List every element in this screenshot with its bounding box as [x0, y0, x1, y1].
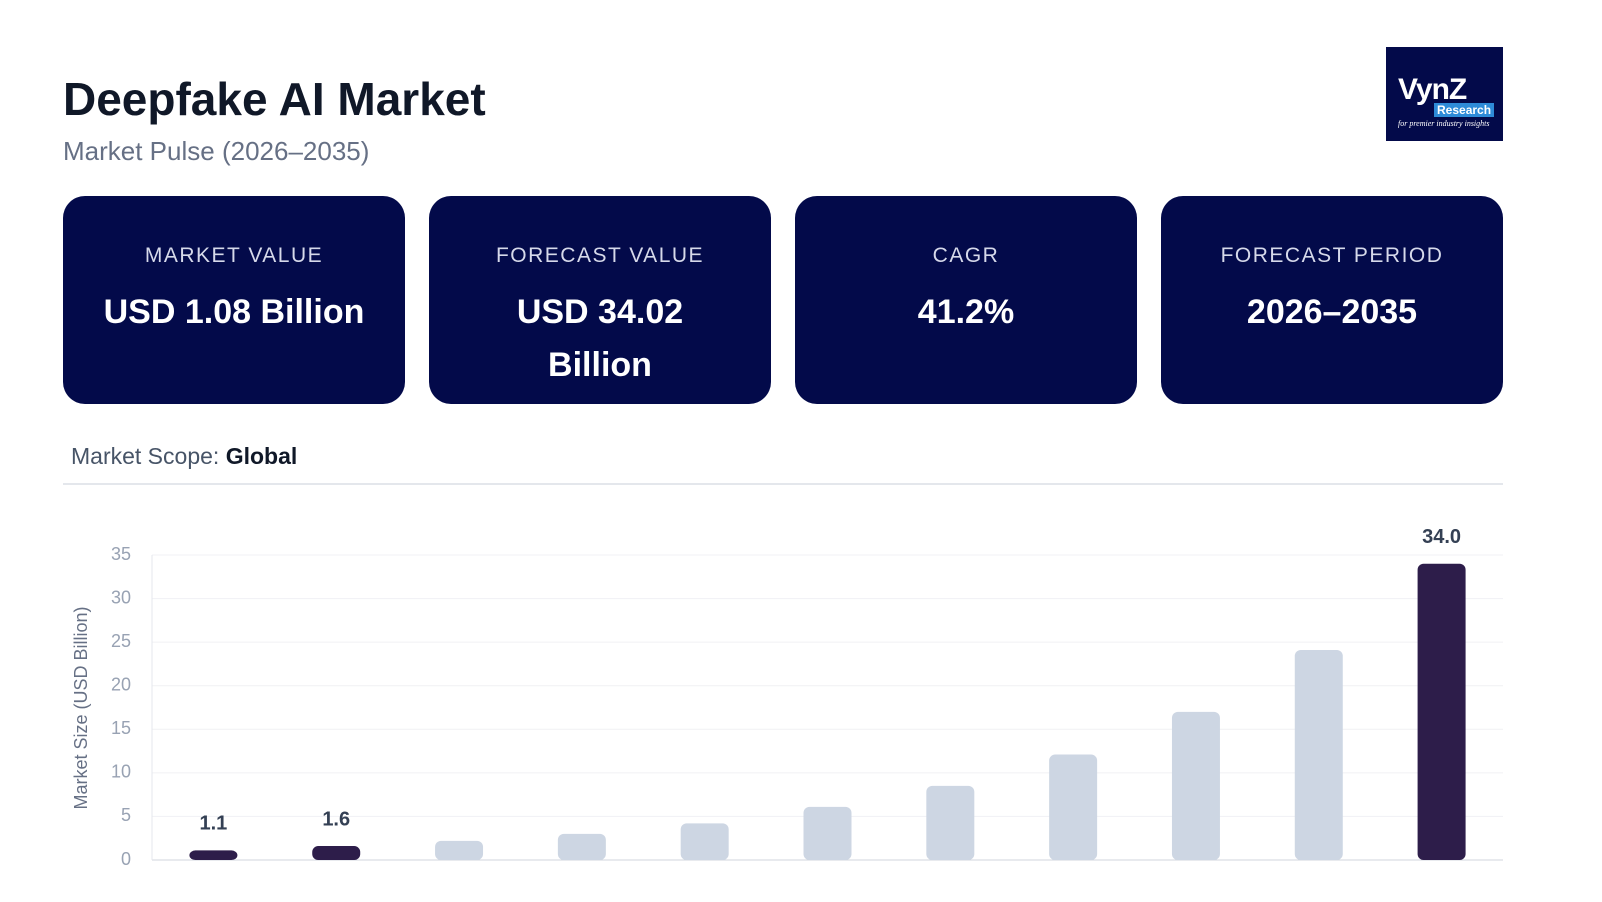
logo-name: VynZ	[1398, 73, 1467, 106]
card-label: CAGR	[932, 244, 1000, 267]
card-value: USD 1.08 Billion	[103, 293, 365, 331]
page-subtitle: Market Pulse (2026–2035)	[63, 136, 370, 166]
scope-value: Global	[225, 443, 298, 469]
logo-sub: Research	[1434, 103, 1495, 117]
y-tick-label: 15	[111, 718, 131, 738]
value-label: 34.0	[1422, 526, 1461, 548]
stat-card: FORECAST VALUE USD 34.02 Billion	[429, 196, 771, 404]
bar	[189, 850, 238, 860]
card-value: USD 34.02 Billion	[516, 293, 684, 384]
divider	[63, 483, 1503, 485]
bar	[1049, 754, 1098, 860]
bar	[1171, 711, 1220, 860]
stat-card: MARKET VALUE USD 1.08 Billion	[63, 196, 405, 404]
scope-label: Market Scope:	[71, 443, 220, 469]
value-label: 1.6	[322, 808, 350, 830]
y-tick-label: 0	[121, 849, 131, 869]
card-value: 2026–2035	[1246, 293, 1418, 331]
card-label: FORECAST VALUE	[495, 244, 705, 267]
y-tick-label: 30	[111, 587, 131, 607]
y-tick-label: 25	[111, 631, 131, 651]
y-tick-label: 10	[111, 762, 131, 782]
stat-card: FORECAST PERIOD 2026–2035	[1161, 196, 1503, 404]
page-title: Deepfake AI Market	[63, 73, 486, 125]
stat-card: CAGR 41.2%	[795, 196, 1137, 404]
bar	[1294, 649, 1343, 860]
card-label: FORECAST PERIOD	[1220, 244, 1444, 267]
bar	[312, 846, 361, 860]
chart: Market Size (USD Billion) 0 5 10 15 20 25 30 35…	[71, 526, 1503, 869]
bar	[926, 785, 975, 860]
value-label: 1.1	[200, 813, 228, 835]
y-tick-label: 5	[121, 805, 131, 825]
bar	[435, 840, 484, 860]
y-axis-title: Market Size (USD Billion)	[71, 606, 91, 809]
card-label: MARKET VALUE	[144, 244, 324, 267]
card-value: 41.2%	[917, 293, 1015, 331]
bar	[803, 806, 852, 860]
bar	[1417, 563, 1466, 860]
logo-tagline: for premier industry insights	[1398, 119, 1490, 128]
bar	[557, 833, 606, 860]
bar	[680, 823, 729, 860]
logo: VynZ Research for premier industry insig…	[1386, 47, 1503, 141]
y-tick-label: 35	[111, 544, 131, 564]
scope: Market Scope: Global	[71, 443, 297, 470]
y-tick-label: 20	[111, 674, 131, 694]
